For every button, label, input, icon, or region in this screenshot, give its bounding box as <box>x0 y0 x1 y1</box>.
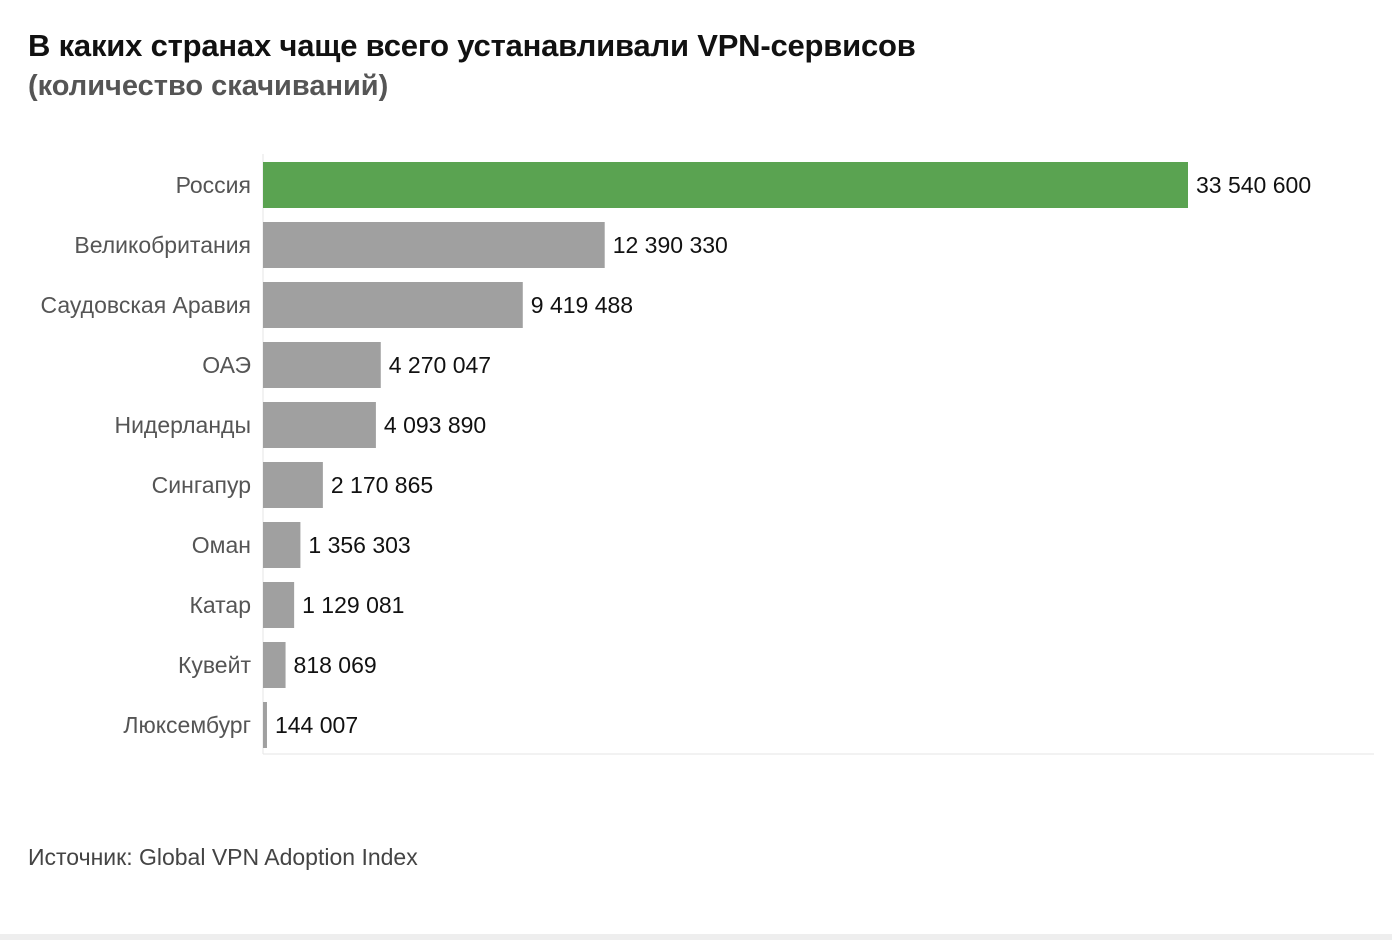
bar <box>263 222 605 268</box>
value-label: 9 419 488 <box>531 292 633 318</box>
chart-title: В каких странах чаще всего устанавливали… <box>28 28 916 63</box>
source-note: Источник: Global VPN Adoption Index <box>28 844 418 870</box>
value-label: 33 540 600 <box>1196 172 1311 198</box>
category-label: Люксембург <box>123 712 251 738</box>
bar <box>263 522 301 568</box>
category-label: Нидерланды <box>114 412 251 438</box>
value-label: 1 356 303 <box>308 532 410 558</box>
value-label: 12 390 330 <box>613 232 728 258</box>
chart-subtitle: (количество скачиваний) <box>28 70 389 102</box>
category-label: ОАЭ <box>202 352 251 378</box>
bar <box>263 702 267 748</box>
bar-chart-svg: Россия 33 540 600 Великобритания 12 390 330… <box>41 154 1374 755</box>
category-label: Кувейт <box>178 652 251 678</box>
category-label: Россия <box>176 172 251 198</box>
value-label: 1 129 081 <box>302 592 404 618</box>
category-label: Оман <box>192 532 251 558</box>
bar-chart: Россия 33 540 600 Великобритания 12 390 330… <box>0 140 1392 780</box>
footer-divider <box>0 934 1392 940</box>
bar <box>263 342 381 388</box>
value-label: 4 270 047 <box>389 352 491 378</box>
bar <box>263 582 295 628</box>
category-label: Саудовская Аравия <box>41 292 251 318</box>
bar <box>263 282 523 328</box>
category-label: Великобритания <box>74 232 251 258</box>
category-label: Сингапур <box>152 472 251 498</box>
value-label: 2 170 865 <box>331 472 433 498</box>
value-label: 4 093 890 <box>384 412 486 438</box>
bar <box>263 402 376 448</box>
bar <box>263 462 323 508</box>
bar <box>263 162 1188 208</box>
bar <box>263 642 286 688</box>
value-label: 818 069 <box>294 652 377 678</box>
value-label: 144 007 <box>275 712 358 738</box>
category-label: Катар <box>189 592 251 618</box>
